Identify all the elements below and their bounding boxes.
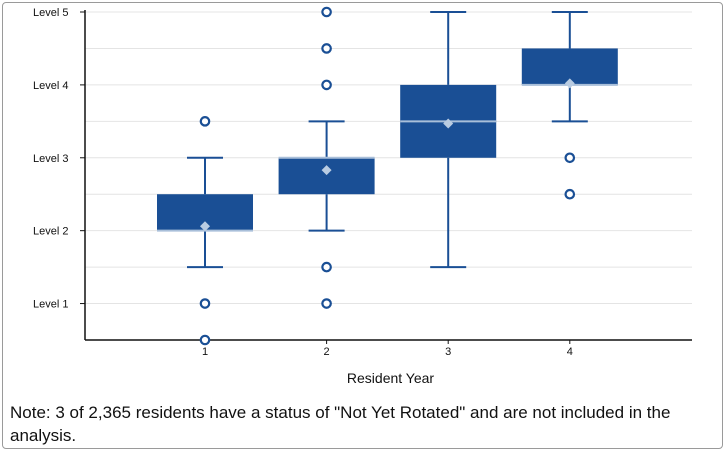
x-axis-label: Resident Year	[347, 370, 435, 386]
outlier-point	[564, 152, 576, 164]
y-tick-label: Level 2	[33, 226, 68, 238]
outlier-point	[321, 6, 332, 18]
x-tick-label: 2	[324, 346, 330, 358]
x-tick-label: 1	[202, 346, 208, 358]
y-tick-label: Level 5	[33, 7, 68, 19]
y-tick-label: Level 1	[33, 299, 68, 311]
mean-marker	[564, 78, 575, 89]
y-tick-label: Level 3	[33, 153, 68, 165]
y-tick-label: Level 4	[33, 80, 68, 92]
outlier-point	[199, 116, 211, 127]
x-tick-label: 3	[445, 346, 451, 358]
box-plot-chart: Level 1 Level 2 Level 3 Level 4 Level 5 1 2 3 4 R…	[33, 6, 692, 386]
outlier-point	[199, 334, 211, 346]
x-tick-label: 4	[567, 346, 573, 358]
mean-marker	[321, 165, 332, 176]
box-iqr	[278, 157, 375, 195]
outlier-point	[321, 43, 332, 54]
analysis-note: Note: 3 of 2,365 residents have a status…	[10, 403, 671, 445]
outlier-point	[564, 188, 576, 200]
outlier-point	[321, 79, 332, 91]
outlier-point	[321, 298, 332, 309]
mean-marker	[200, 221, 210, 232]
mean-marker	[443, 118, 454, 129]
outlier-point	[321, 261, 332, 273]
outlier-point	[199, 298, 211, 309]
